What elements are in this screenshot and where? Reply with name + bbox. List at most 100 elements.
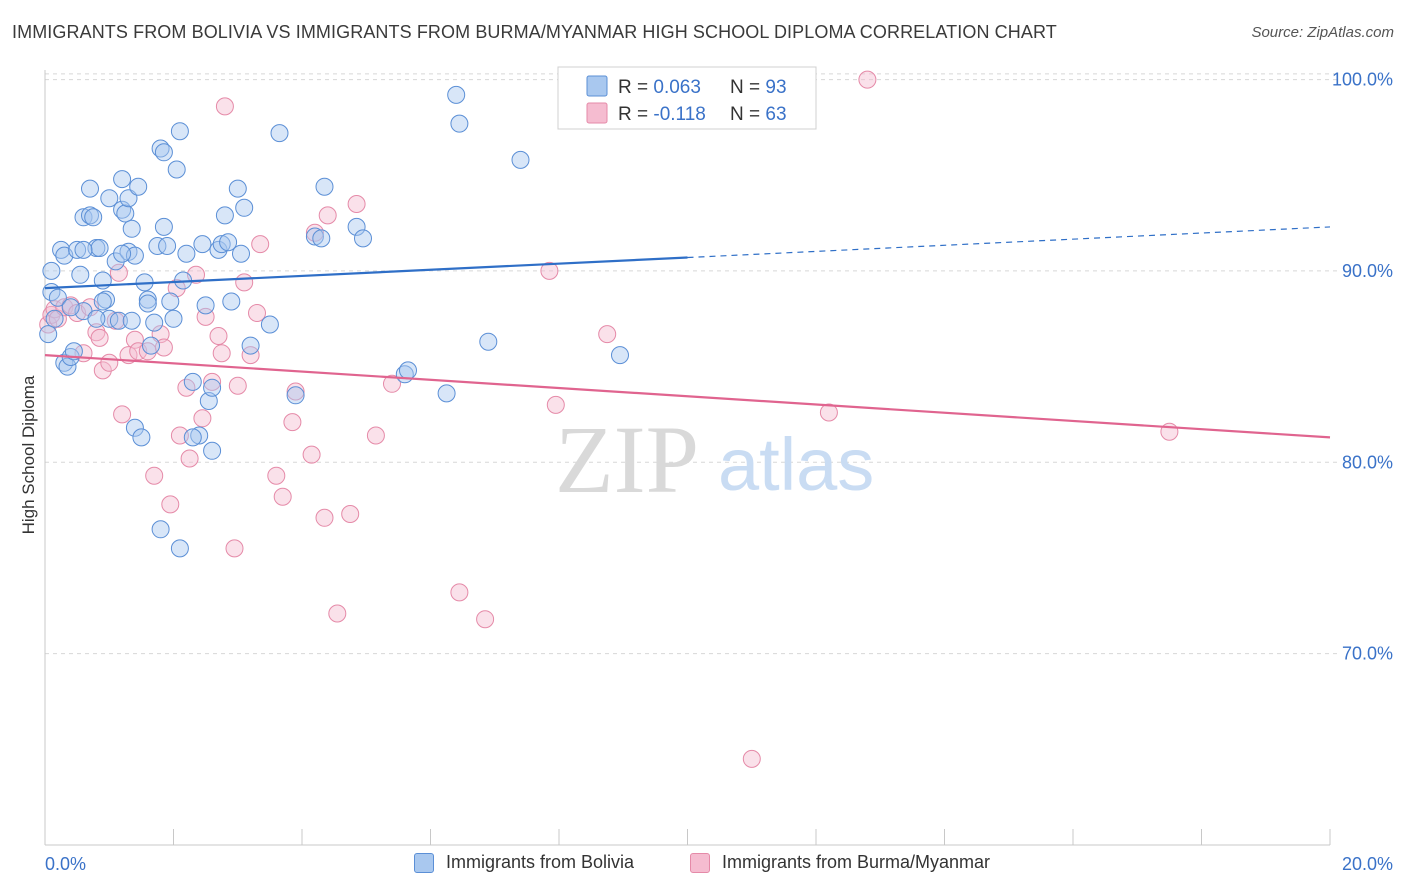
point-bolivia bbox=[138, 294, 157, 313]
point-bolivia bbox=[148, 237, 167, 255]
point-bolivia bbox=[106, 252, 125, 271]
point-bolivia bbox=[399, 361, 417, 380]
watermark-zip: ZIP bbox=[555, 406, 699, 513]
trend-line-bolivia bbox=[44, 256, 688, 290]
point-burma bbox=[180, 449, 199, 468]
point-bolivia bbox=[113, 170, 132, 189]
legend-n-label-burma: N = bbox=[730, 104, 765, 125]
point-bolivia bbox=[145, 313, 164, 332]
point-bolivia bbox=[232, 244, 250, 263]
point-bolivia bbox=[97, 290, 115, 309]
legend-item-bolivia: Immigrants from Bolivia bbox=[414, 852, 634, 873]
point-bolivia bbox=[164, 309, 183, 328]
trend-lines bbox=[44, 226, 1331, 439]
point-bolivia bbox=[193, 235, 212, 254]
point-burma bbox=[228, 376, 247, 395]
svg-text:R = 0.063: R = 0.063 bbox=[618, 77, 701, 98]
point-burma bbox=[90, 328, 109, 347]
point-bolivia bbox=[122, 219, 141, 238]
point-burma bbox=[113, 405, 132, 424]
point-bolivia bbox=[199, 392, 218, 410]
point-burma bbox=[87, 323, 106, 342]
point-burma bbox=[598, 325, 617, 344]
point-burma bbox=[109, 263, 128, 282]
point-burma bbox=[212, 344, 231, 363]
point-burma bbox=[193, 409, 212, 428]
point-bolivia bbox=[58, 357, 77, 376]
point-bolivia bbox=[170, 122, 189, 141]
point-bolivia bbox=[122, 311, 141, 330]
point-bolivia bbox=[116, 204, 135, 223]
point-bolivia bbox=[45, 309, 64, 328]
point-bolivia bbox=[42, 261, 61, 280]
point-bolivia bbox=[39, 325, 58, 344]
point-burma bbox=[742, 749, 761, 768]
point-bolivia bbox=[347, 217, 366, 236]
point-burma bbox=[267, 466, 286, 485]
point-bolivia bbox=[93, 292, 112, 311]
point-bolivia bbox=[286, 386, 305, 405]
point-burma bbox=[235, 273, 254, 292]
legend-swatch-bolivia bbox=[586, 75, 608, 97]
point-bolivia bbox=[511, 150, 530, 169]
series-burma-points bbox=[39, 70, 1179, 768]
point-bolivia bbox=[161, 292, 180, 311]
point-bolivia bbox=[100, 189, 119, 208]
point-bolivia bbox=[125, 418, 144, 437]
point-bolivia bbox=[167, 160, 186, 179]
point-bolivia bbox=[154, 143, 173, 162]
svg-text:R = -0.118: R = -0.118 bbox=[618, 104, 706, 125]
point-bolivia bbox=[212, 235, 231, 254]
point-burma bbox=[100, 353, 119, 372]
legend-r-burma: -0.118 bbox=[653, 104, 705, 125]
point-bolivia bbox=[81, 179, 99, 198]
svg-text:N = 93: N = 93 bbox=[730, 77, 787, 98]
point-burma bbox=[546, 395, 565, 414]
legend-r-bolivia: 0.063 bbox=[653, 77, 701, 98]
point-bolivia bbox=[84, 208, 103, 227]
legend-n-bolivia: 93 bbox=[765, 77, 786, 98]
y-tick-label: 70.0% bbox=[1342, 644, 1393, 664]
trend-line-bolivia-extension bbox=[687, 226, 1331, 259]
point-bolivia bbox=[315, 177, 334, 196]
point-burma bbox=[241, 346, 260, 365]
point-burma bbox=[450, 583, 469, 602]
point-bolivia bbox=[177, 244, 196, 263]
point-bolivia bbox=[74, 240, 93, 259]
point-bolivia bbox=[215, 206, 234, 225]
point-bolivia bbox=[203, 441, 222, 460]
point-bolivia bbox=[52, 240, 71, 259]
legend-r-label-burma: R = bbox=[618, 104, 653, 125]
point-bolivia bbox=[219, 233, 238, 252]
bottom-legend: Immigrants from Bolivia Immigrants from … bbox=[0, 852, 1406, 878]
point-bolivia bbox=[183, 428, 202, 447]
point-burma bbox=[273, 487, 292, 506]
point-burma bbox=[225, 539, 244, 558]
point-burma bbox=[328, 604, 347, 623]
legend-r-label-bolivia: R = bbox=[618, 77, 653, 98]
point-bolivia bbox=[132, 428, 151, 447]
point-bolivia bbox=[158, 237, 177, 255]
point-burma bbox=[161, 495, 180, 514]
point-burma bbox=[476, 610, 495, 629]
point-burma bbox=[315, 508, 334, 527]
point-burma bbox=[209, 327, 228, 345]
point-burma bbox=[347, 195, 366, 213]
point-bolivia bbox=[68, 240, 87, 259]
point-bolivia bbox=[61, 298, 80, 317]
point-burma bbox=[341, 505, 360, 523]
svg-text:N = 63: N = 63 bbox=[730, 104, 787, 125]
legend-label-bolivia: Immigrants from Bolivia bbox=[446, 852, 635, 872]
legend-n-label-bolivia: N = bbox=[730, 77, 765, 98]
stats-legend: R = 0.063 N = 93 R = -0.118 N = 63 bbox=[557, 66, 817, 130]
point-bolivia bbox=[305, 227, 324, 246]
point-bolivia bbox=[170, 539, 189, 558]
y-tick-label: 90.0% bbox=[1342, 261, 1393, 281]
y-axis-label: High School Diploma bbox=[19, 375, 38, 534]
point-burma bbox=[283, 413, 302, 432]
point-burma bbox=[318, 206, 337, 225]
watermark: ZIP atlas bbox=[555, 406, 874, 513]
point-bolivia bbox=[87, 309, 106, 328]
legend-swatch-burma-bottom bbox=[690, 852, 710, 873]
y-tick-label: 100.0% bbox=[1332, 70, 1393, 90]
